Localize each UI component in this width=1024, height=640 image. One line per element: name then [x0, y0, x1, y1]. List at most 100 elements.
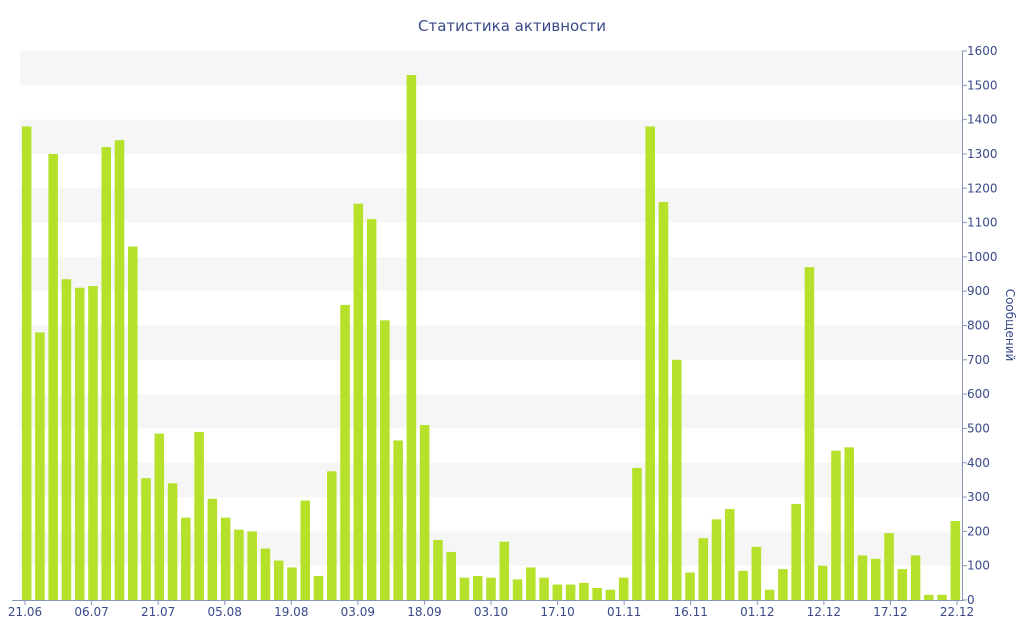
y-tick-label: 700 [967, 353, 990, 367]
bar [738, 570, 748, 600]
chart-title: Статистика активности [418, 17, 606, 35]
y-tick-label: 100 [967, 559, 990, 573]
bar [181, 517, 191, 600]
x-tick-label: 19.08 [274, 605, 308, 619]
grid-band [20, 51, 962, 86]
bar [565, 584, 576, 600]
bar [35, 332, 45, 600]
bar [870, 558, 881, 600]
x-tick-label: 16.11 [674, 605, 708, 619]
bar [419, 425, 430, 600]
bar [114, 140, 125, 600]
bar [433, 539, 443, 600]
bar [764, 589, 775, 600]
bar [380, 320, 390, 600]
x-tick-label: 03.09 [341, 605, 375, 619]
grid-band [20, 119, 962, 154]
bar [234, 529, 244, 600]
bar [817, 565, 828, 600]
x-tick-label: 18.09 [407, 605, 441, 619]
bar [220, 517, 231, 600]
bars [21, 75, 961, 601]
x-tick-label: 21.07 [141, 605, 175, 619]
bar [353, 203, 364, 600]
bar [260, 548, 271, 600]
bar [698, 538, 709, 600]
bar [685, 572, 695, 600]
bar [844, 447, 854, 600]
bar [778, 569, 788, 600]
bar [512, 579, 523, 600]
y-axis-label: Сообщений [1003, 289, 1017, 362]
x-tick-label: 01.11 [607, 605, 641, 619]
bar [61, 279, 72, 600]
y-tick-label: 1200 [967, 181, 998, 195]
x-tick-label: 01.12 [740, 605, 774, 619]
bar [499, 541, 510, 600]
bar [658, 201, 669, 601]
bar [406, 75, 417, 600]
bar [486, 577, 496, 600]
bar [101, 147, 112, 600]
y-tick-label: 400 [967, 456, 990, 470]
bar [88, 286, 98, 600]
bar [154, 433, 165, 600]
x-ticks: 21.06 06.07 21.07 05.08 19.08 03.09 18.09 03.10… [8, 600, 974, 619]
bar [300, 500, 311, 600]
bar [393, 440, 403, 600]
bar [910, 555, 921, 600]
bar [48, 153, 58, 600]
bar [937, 594, 947, 600]
bar [804, 267, 815, 600]
bar [618, 577, 629, 600]
y-tick-label: 600 [967, 387, 990, 401]
bar [472, 575, 483, 600]
bar [592, 587, 602, 600]
bar [313, 575, 324, 600]
x-tick-label: 06.07 [74, 605, 108, 619]
bar [366, 219, 377, 600]
bar [539, 577, 549, 600]
bar [340, 304, 350, 600]
bar [207, 498, 218, 600]
bar [751, 546, 762, 600]
bar [74, 287, 85, 600]
bar [605, 589, 616, 600]
grid-band [20, 325, 962, 360]
x-tick-label: 03.10 [474, 605, 508, 619]
y-tick-label: 1500 [967, 78, 998, 92]
y-tick-label: 1100 [967, 216, 998, 230]
bar [725, 509, 735, 600]
y-ticks: 0 100 200 300 400 500 600 700 800 900 1000 1100 1200… [962, 44, 998, 607]
y-tick-label: 1300 [967, 147, 998, 161]
bar [711, 519, 722, 600]
bar [459, 577, 470, 600]
bar [141, 478, 151, 600]
bar [857, 555, 868, 600]
bar [897, 569, 908, 600]
bar [247, 531, 257, 601]
y-tick-label: 1600 [967, 44, 998, 58]
bar [950, 521, 961, 600]
bar [167, 483, 178, 600]
y-tick-label: 900 [967, 284, 990, 298]
y-tick-label: 300 [967, 490, 990, 504]
bar [831, 450, 841, 600]
bar [287, 567, 297, 600]
y-tick-label: 1400 [967, 113, 998, 127]
bar [194, 431, 204, 600]
x-tick-label: 05.08 [208, 605, 242, 619]
grid-band [20, 188, 962, 223]
y-tick-label: 800 [967, 319, 990, 333]
grid-band [20, 256, 962, 292]
grid-band [20, 394, 962, 429]
bar [446, 551, 456, 600]
bar [791, 503, 801, 600]
y-tick-label: 500 [967, 421, 990, 435]
bar [884, 533, 894, 600]
bar [128, 246, 138, 600]
bar [552, 584, 563, 600]
x-tick-label: 22.12 [940, 605, 974, 619]
x-tick-label: 17.12 [873, 605, 907, 619]
